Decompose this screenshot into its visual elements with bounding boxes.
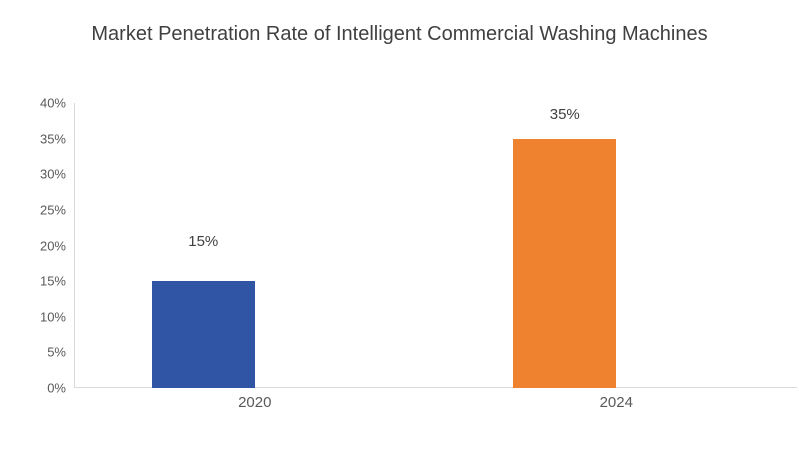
data-label-2020: 15% (188, 233, 219, 251)
x-category-label-2020: 2020 (238, 394, 272, 411)
bar-2020 (151, 281, 255, 388)
y-tick-label: 20% (39, 238, 66, 253)
y-tick-label: 0% (47, 380, 66, 396)
y-tick-label: 5% (47, 344, 66, 360)
x-category-label-2024: 2024 (599, 394, 633, 411)
plot-area (74, 103, 797, 388)
y-tick-label: 40% (39, 95, 66, 111)
y-tick-label: 15% (39, 273, 66, 289)
y-tick-label: 25% (39, 202, 66, 218)
y-tick-label: 30% (39, 166, 66, 182)
y-tick-label: 10% (39, 309, 66, 325)
bar-2024 (513, 138, 617, 388)
chart-title: Market Penetration Rate of Intelligent C… (91, 23, 708, 45)
y-tick-label: 35% (39, 131, 66, 147)
data-label-2024: 35% (549, 105, 580, 123)
